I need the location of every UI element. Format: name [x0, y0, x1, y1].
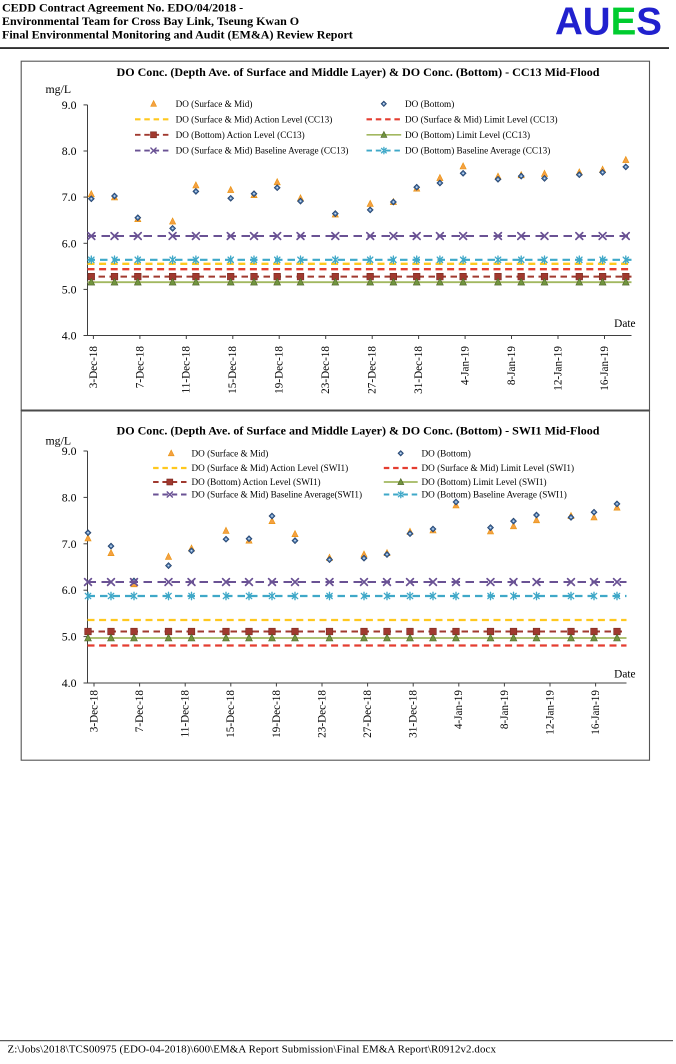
svg-text:4-Jan-19: 4-Jan-19: [460, 346, 472, 386]
svg-text:DO (Surface & Mid) Limit Level: DO (Surface & Mid) Limit Level (SWI1): [422, 463, 575, 473]
svg-text:31-Dec-18: 31-Dec-18: [408, 690, 420, 738]
svg-text:DO (Surface & Mid) Baseline Av: DO (Surface & Mid) Baseline Average (CC1…: [176, 146, 349, 156]
svg-text:16-Jan-19: 16-Jan-19: [590, 690, 602, 735]
svg-text:6.0: 6.0: [62, 236, 77, 250]
svg-text:DO (Bottom): DO (Bottom): [405, 99, 454, 109]
svg-text:4.0: 4.0: [62, 676, 77, 690]
svg-text:9.0: 9.0: [62, 444, 77, 458]
svg-text:5.0: 5.0: [62, 630, 77, 644]
svg-text:4.0: 4.0: [62, 329, 77, 343]
svg-text:DO (Surface & Mid): DO (Surface & Mid): [192, 448, 269, 458]
svg-text:3-Dec-18: 3-Dec-18: [88, 346, 100, 389]
svg-text:CEDD Contract Agreement No. ED: CEDD Contract Agreement No. EDO/04/2018 …: [2, 0, 243, 14]
svg-text:8.0: 8.0: [62, 144, 77, 158]
svg-text:7-Dec-18: 7-Dec-18: [134, 690, 146, 733]
svg-text:12-Jan-19: 12-Jan-19: [552, 346, 564, 391]
svg-text:Date: Date: [614, 669, 635, 681]
svg-text:8-Jan-19: 8-Jan-19: [506, 346, 518, 386]
svg-text:9.0: 9.0: [62, 98, 77, 112]
svg-text:DO (Bottom) Baseline Average (: DO (Bottom) Baseline Average (SWI1): [422, 490, 567, 500]
svg-text:7-Dec-18: 7-Dec-18: [134, 346, 146, 389]
svg-text:Z:\Jobs\2018\TCS00975 (EDO-04-: Z:\Jobs\2018\TCS00975 (EDO-04-2018)\600\…: [8, 1044, 497, 1056]
svg-text:DO (Surface & Mid) Action Leve: DO (Surface & Mid) Action Level (SWI1): [192, 463, 349, 473]
svg-text:DO (Bottom) Action Level (CC13: DO (Bottom) Action Level (CC13): [176, 130, 305, 140]
svg-text:19-Dec-18: 19-Dec-18: [274, 346, 286, 394]
svg-text:8.0: 8.0: [62, 490, 77, 504]
svg-text:DO (Bottom) Limit Level (SWI1): DO (Bottom) Limit Level (SWI1): [422, 477, 547, 487]
svg-text:23-Dec-18: 23-Dec-18: [316, 690, 328, 738]
svg-text:12-Jan-19: 12-Jan-19: [544, 690, 556, 735]
svg-text:AUES: AUES: [555, 1, 662, 44]
svg-text:7.0: 7.0: [62, 190, 77, 204]
svg-text:27-Dec-18: 27-Dec-18: [367, 346, 379, 394]
svg-text:mg/L: mg/L: [46, 82, 72, 96]
svg-text:6.0: 6.0: [62, 583, 77, 597]
svg-text:27-Dec-18: 27-Dec-18: [362, 690, 374, 738]
svg-text:15-Dec-18: 15-Dec-18: [227, 346, 239, 394]
svg-text:DO (Bottom) Baseline Average (: DO (Bottom) Baseline Average (CC13): [405, 146, 550, 156]
svg-text:8-Jan-19: 8-Jan-19: [499, 690, 511, 730]
svg-text:3-Dec-18: 3-Dec-18: [88, 690, 100, 733]
svg-text:DO (Surface & Mid): DO (Surface & Mid): [176, 99, 253, 109]
svg-text:DO (Bottom): DO (Bottom): [422, 448, 471, 458]
svg-text:31-Dec-18: 31-Dec-18: [413, 346, 425, 394]
svg-text:19-Dec-18: 19-Dec-18: [271, 690, 283, 738]
svg-text:16-Jan-19: 16-Jan-19: [599, 346, 611, 391]
svg-text:mg/L: mg/L: [46, 433, 72, 447]
svg-text:DO (Bottom) Limit Level (CC13): DO (Bottom) Limit Level (CC13): [405, 130, 530, 140]
svg-text:Final Environmental Monitoring: Final Environmental Monitoring and Audit…: [2, 28, 353, 42]
svg-text:11-Dec-18: 11-Dec-18: [181, 346, 193, 394]
svg-text:DO (Surface & Mid) Action Leve: DO (Surface & Mid) Action Level (CC13): [176, 114, 333, 124]
svg-text:Date: Date: [614, 318, 635, 330]
svg-text:7.0: 7.0: [62, 537, 77, 551]
svg-text:DO (Bottom) Action Level (SWI1: DO (Bottom) Action Level (SWI1): [192, 477, 321, 487]
svg-text:DO (Surface & Mid) Baseline Av: DO (Surface & Mid) Baseline Average(SWI1…: [192, 490, 363, 500]
svg-text:5.0: 5.0: [62, 282, 77, 296]
svg-text:23-Dec-18: 23-Dec-18: [320, 346, 332, 394]
svg-text:15-Dec-18: 15-Dec-18: [225, 690, 237, 738]
svg-text:DO Conc. (Depth Ave. of Surfac: DO Conc. (Depth Ave. of Surface and Midd…: [117, 424, 600, 438]
svg-text:DO (Surface & Mid) Limit Level: DO (Surface & Mid) Limit Level (CC13): [405, 114, 558, 124]
svg-text:4-Jan-19: 4-Jan-19: [453, 690, 465, 730]
svg-text:11-Dec-18: 11-Dec-18: [180, 690, 192, 738]
svg-text:Environmental Team for Cross B: Environmental Team for Cross Bay Link, T…: [2, 14, 299, 28]
svg-text:DO Conc. (Depth Ave. of Surfac: DO Conc. (Depth Ave. of Surface and Midd…: [117, 65, 600, 79]
